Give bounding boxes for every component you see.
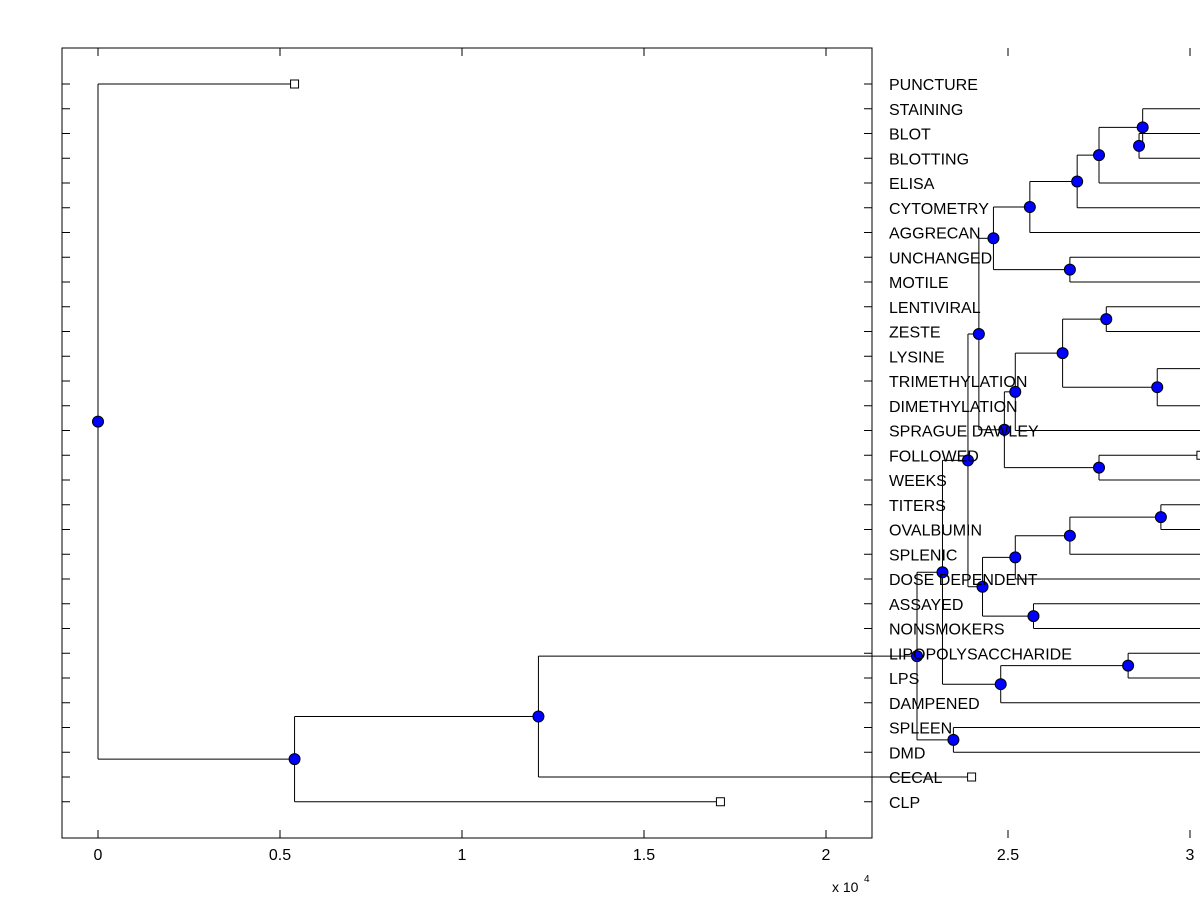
node-marker-n_dimeth bbox=[1151, 381, 1164, 394]
leaf-label-weeks: WEEKS bbox=[889, 473, 947, 490]
node-marker-n_spleen_dmd bbox=[947, 733, 960, 746]
node-marker-n_dampened bbox=[994, 678, 1007, 691]
node-marker-n_group_b2 bbox=[1009, 385, 1022, 398]
leaf-label-titers: TITERS bbox=[889, 498, 946, 515]
leaf-label-staining: STAINING bbox=[889, 102, 963, 119]
x-tick-labels: 00.511.522.533.54 bbox=[94, 847, 1195, 864]
node-marker-n_blot_blotting bbox=[1133, 139, 1146, 152]
leaf-label-spleen: SPLEEN bbox=[889, 721, 952, 738]
node-markers bbox=[92, 121, 1167, 766]
node-marker-n_group_ac bbox=[972, 328, 985, 341]
leaf-label-assayed: ASSAYED bbox=[889, 597, 963, 614]
axis-ticks bbox=[62, 48, 1191, 838]
x-scale-exponent: 4 bbox=[864, 874, 870, 885]
leaf-label-trimethylation: TRIMETHYLATION bbox=[889, 374, 1027, 391]
leaf-label-lentiviral: LENTIVIRAL bbox=[889, 300, 981, 317]
leaf-label-unchanged: UNCHANGED bbox=[889, 250, 992, 267]
node-marker-n_group_d bbox=[976, 580, 989, 593]
leaf-marker-cecal bbox=[967, 772, 977, 782]
node-marker-n_cytometry bbox=[1071, 175, 1084, 188]
node-marker-n_group_a bbox=[987, 232, 1000, 245]
leaf-label-dose-dependent: DOSE DEPENDENT bbox=[889, 572, 1038, 589]
leaf-label-elisa: ELISA bbox=[889, 176, 935, 193]
x-tick-label-6: 3 bbox=[1186, 847, 1195, 864]
node-marker-n_group_e bbox=[936, 566, 949, 579]
leaf-label-lipopolysaccharide: LIPOPOLYSACCHARIDE bbox=[889, 646, 1072, 663]
leaf-label-motile: MOTILE bbox=[889, 275, 949, 292]
x-tick-label-0: 0 bbox=[94, 847, 103, 864]
leaf-label-puncture: PUNCTURE bbox=[889, 77, 978, 94]
leaf-label-lysine: LYSINE bbox=[889, 349, 945, 366]
node-marker-n_group_f bbox=[911, 650, 923, 663]
leaf-label-ovalbumin: OVALBUMIN bbox=[889, 523, 982, 540]
x-tick-label-1: 0.5 bbox=[269, 847, 291, 864]
leaf-marker-followed bbox=[1196, 450, 1200, 460]
node-marker-n_group_b bbox=[1056, 347, 1069, 360]
leaf-marker-clp bbox=[715, 797, 725, 807]
node-marker-n_staining_blot_blotting bbox=[1136, 121, 1149, 134]
node-marker-n_dose bbox=[1009, 551, 1022, 564]
leaf-label-cytometry: CYTOMETRY bbox=[889, 201, 989, 218]
leaf-label-nonsmokers: NONSMOKERS bbox=[889, 622, 1005, 639]
leaf-label-dampened: DAMPENED bbox=[889, 696, 980, 713]
leaf-label-blotting: BLOTTING bbox=[889, 151, 969, 168]
leaf-marker-puncture bbox=[290, 79, 300, 89]
leaf-label-blot: BLOT bbox=[889, 127, 931, 144]
node-marker-n_lentiviral_zeste bbox=[1100, 313, 1113, 326]
leaf-label-dmd: DMD bbox=[889, 745, 925, 762]
leaf-label-sprague-dawley: SPRAGUE DAWLEY bbox=[889, 424, 1039, 441]
dendrogram-links bbox=[97, 83, 1200, 803]
node-marker-n_cecal bbox=[532, 710, 545, 723]
x-tick-label-5: 2.5 bbox=[997, 847, 1019, 864]
leaf-label-lps: LPS bbox=[889, 671, 919, 688]
node-marker-n_lps_pair bbox=[1122, 659, 1135, 672]
leaf-label-followed: FOLLOWED bbox=[889, 448, 979, 465]
leaf-label-cecal: CECAL bbox=[889, 770, 942, 787]
leaf-label-aggrecan: AGGRECAN bbox=[889, 226, 981, 243]
leaf-labels: PUNCTURE STAINING BLOT BLOTTING ELISA CYTOMET… bbox=[889, 77, 1072, 812]
x-tick-label-4: 2 bbox=[822, 847, 831, 864]
node-marker-n_group_c bbox=[998, 423, 1011, 436]
leaf-label-clp: CLP bbox=[889, 795, 920, 812]
node-marker-n_followed_weeks bbox=[1093, 461, 1105, 474]
leaf-markers bbox=[290, 79, 1200, 807]
x-scale-label: x 10 bbox=[832, 879, 859, 895]
leaf-label-zeste: ZESTE bbox=[889, 325, 941, 342]
node-marker-n_unchanged_motile bbox=[1063, 263, 1076, 276]
leaf-label-splenic: SPLENIC bbox=[889, 547, 957, 564]
node-marker-n_elisa bbox=[1093, 149, 1105, 162]
node-marker-n_aggrecan bbox=[1023, 200, 1036, 213]
plot-frame bbox=[61, 47, 873, 839]
leaf-label-dimethylation: DIMETHYLATION bbox=[889, 399, 1018, 416]
x-tick-label-3: 1.5 bbox=[633, 847, 655, 864]
node-marker-n_titers_ovalbumin bbox=[1154, 511, 1167, 524]
node-marker-n_root bbox=[92, 415, 104, 428]
node-marker-n_splenic bbox=[1063, 529, 1076, 542]
node-marker-n_group_acd bbox=[961, 454, 974, 467]
x-tick-label-2: 1 bbox=[458, 847, 467, 864]
node-marker-n_clp bbox=[288, 753, 301, 766]
node-marker-n_assayed_nonsmokers bbox=[1027, 610, 1040, 623]
